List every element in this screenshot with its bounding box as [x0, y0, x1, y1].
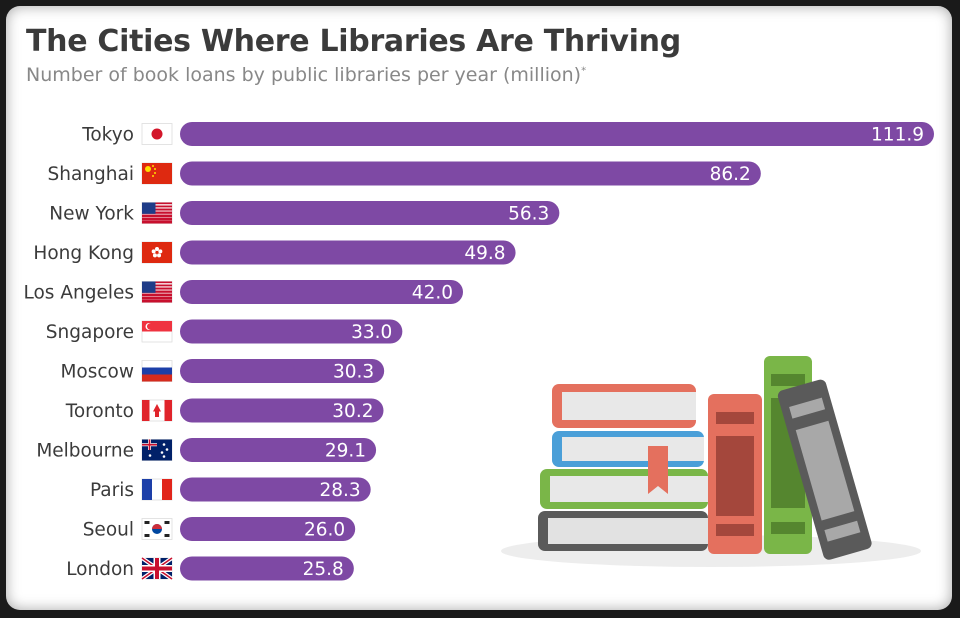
subtitle-text: Number of book loans by public libraries…	[26, 64, 582, 86]
bar-value-label: 28.3	[319, 480, 360, 501]
bar-value-label: 30.3	[333, 362, 374, 383]
bar-value-label: 26.0	[304, 520, 345, 541]
city-label: Hong Kong	[33, 243, 134, 264]
bar-value-label: 30.2	[332, 401, 373, 422]
usa-flag-icon	[141, 202, 173, 224]
city-label: Moscow	[60, 362, 134, 383]
usa-flag-icon	[141, 281, 173, 303]
canada-flag-icon	[141, 399, 173, 422]
city-label: Tokyo	[81, 125, 134, 146]
russia-flag-icon	[141, 360, 173, 382]
city-label: London	[66, 559, 134, 580]
bar	[180, 240, 516, 265]
city-label: Shanghai	[48, 164, 134, 185]
france-flag-icon	[141, 478, 173, 501]
chart-subtitle: Number of book loans by public libraries…	[26, 64, 586, 86]
bar	[180, 319, 403, 344]
japan-flag-icon	[141, 123, 173, 145]
bar-value-label: 42.0	[412, 283, 453, 304]
bar	[180, 438, 377, 462]
bar	[180, 201, 560, 225]
books-illustration-icon	[501, 356, 921, 567]
city-label: Paris	[90, 480, 134, 501]
bar	[180, 359, 385, 383]
city-label: Seoul	[83, 520, 134, 541]
bar-value-label: 49.8	[464, 243, 505, 264]
bar-value-label: 29.1	[325, 441, 366, 462]
chart-title: The Cities Where Libraries Are Thriving	[26, 24, 681, 59]
singapore-flag-icon	[141, 320, 173, 343]
china-flag-icon	[141, 162, 173, 185]
australia-flag-icon	[141, 439, 173, 461]
hong-kong-flag-icon	[141, 241, 173, 264]
bar	[180, 398, 384, 423]
city-label: Sngapore	[46, 322, 134, 343]
city-label: Toronto	[65, 401, 134, 422]
city-label: Melbourne	[36, 441, 134, 462]
bar-chart: 111.9 Tokyo 86.2 Shanghai 56.3 New York 49.8 Ho…	[24, 122, 934, 581]
bar-value-label: 33.0	[351, 322, 392, 343]
bar	[180, 280, 464, 304]
chart-card: The Cities Where Libraries Are Thriving …	[6, 6, 952, 610]
bar	[180, 122, 934, 146]
uk-flag-icon	[140, 556, 174, 581]
subtitle-footnote-mark: *	[581, 65, 587, 77]
bar	[180, 477, 371, 502]
city-label: New York	[49, 204, 134, 225]
city-label: Los Angeles	[24, 283, 135, 304]
bar-value-label: 25.8	[303, 559, 344, 580]
south-korea-flag-icon	[141, 518, 173, 540]
bar-value-label: 86.2	[710, 164, 751, 185]
bar-value-label: 56.3	[508, 204, 549, 225]
bar-value-label: 111.9	[871, 125, 924, 146]
bar	[180, 161, 761, 186]
bar	[180, 556, 354, 581]
bar	[180, 517, 356, 541]
